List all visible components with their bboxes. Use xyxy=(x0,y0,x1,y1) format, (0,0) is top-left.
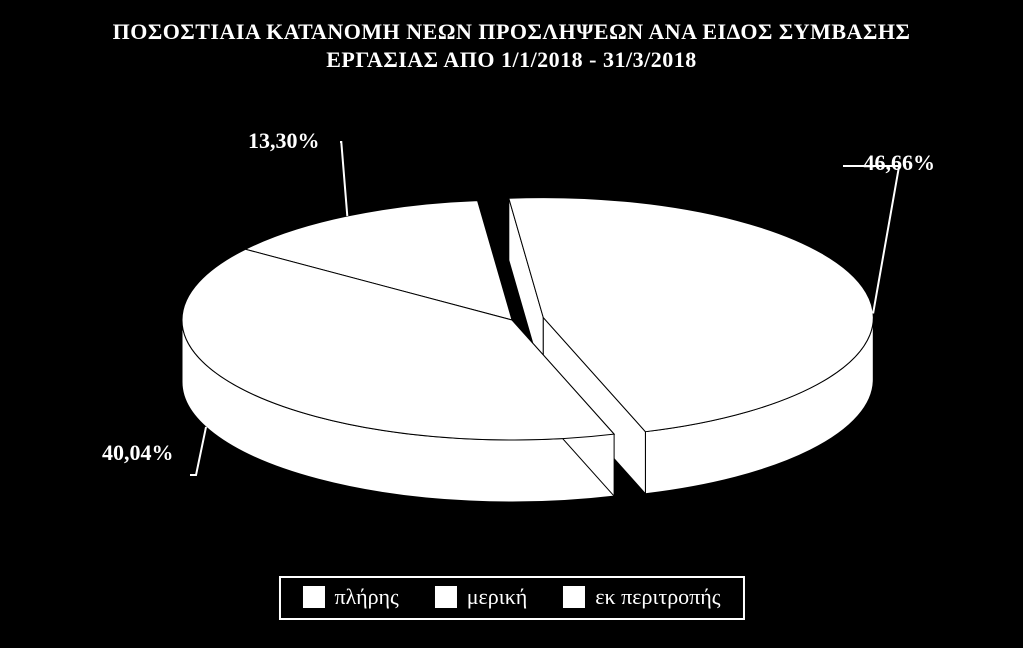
legend-item-rotation: εκ περιτροπής xyxy=(563,584,720,610)
legend-label-partial: μερική xyxy=(467,584,528,610)
legend-swatch-icon xyxy=(563,586,585,608)
legend-item-partial: μερική xyxy=(435,584,528,610)
legend-item-full: πλήρης xyxy=(302,584,398,610)
chart-container: ΠΟΣΟΣΤΙΑΙΑ ΚΑΤΑΝΟΜΗ ΝΕΩΝ ΠΡΟΣΛΗΨΕΩΝ ΑΝΑ … xyxy=(0,0,1023,648)
datalabel-full: 46,66% xyxy=(864,150,936,176)
chart-title-line1: ΠΟΣΟΣΤΙΑΙΑ ΚΑΤΑΝΟΜΗ ΝΕΩΝ ΠΡΟΣΛΗΨΕΩΝ ΑΝΑ … xyxy=(113,19,911,44)
legend-label-full: πλήρης xyxy=(334,584,398,610)
leader-line xyxy=(190,427,206,475)
legend: πλήρης μερική εκ περιτροπής xyxy=(278,576,744,620)
leader-line xyxy=(340,142,347,216)
pie-chart: 46,66% 40,04% 13,30% xyxy=(0,110,1023,540)
datalabel-partial: 40,04% xyxy=(102,440,174,466)
chart-title: ΠΟΣΟΣΤΙΑΙΑ ΚΑΤΑΝΟΜΗ ΝΕΩΝ ΠΡΟΣΛΗΨΕΩΝ ΑΝΑ … xyxy=(0,18,1023,74)
legend-label-rotation: εκ περιτροπής xyxy=(595,584,720,610)
datalabel-rotation: 13,30% xyxy=(248,128,320,154)
chart-title-line2: ΕΡΓΑΣΙΑΣ ΑΠΟ 1/1/2018 - 31/3/2018 xyxy=(326,47,697,72)
legend-swatch-icon xyxy=(435,586,457,608)
legend-swatch-icon xyxy=(302,586,324,608)
